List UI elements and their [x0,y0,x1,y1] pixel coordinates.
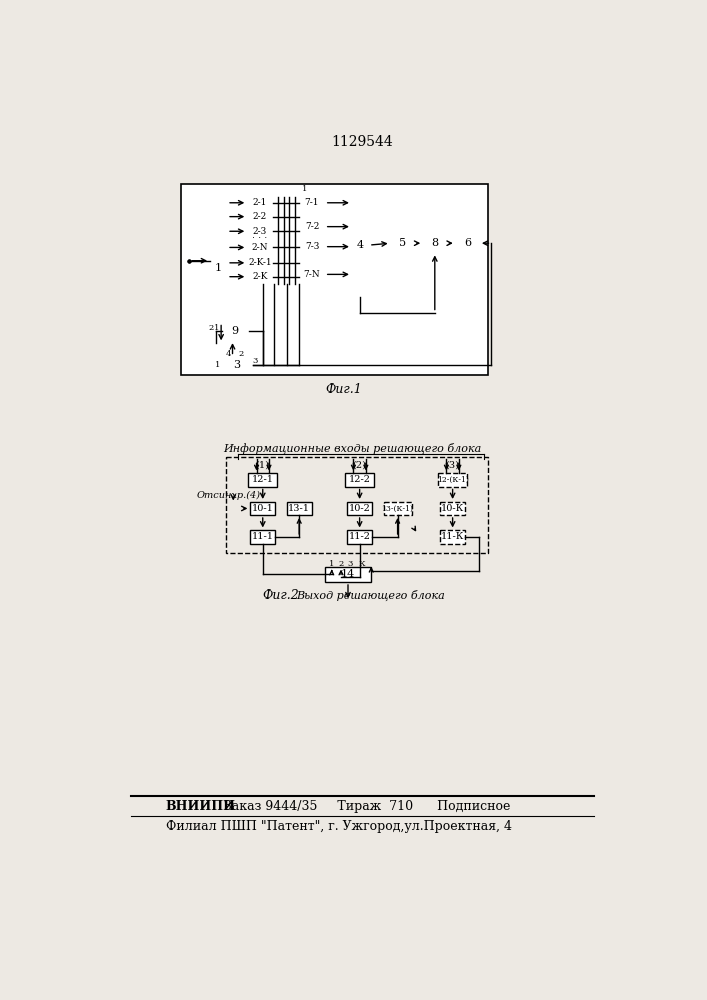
Text: Информационные входы решающего блока: Информационные входы решающего блока [223,442,481,454]
Text: 12-(К-1): 12-(К-1) [437,476,469,484]
Text: 11-2: 11-2 [349,532,370,541]
Text: 11-К: 11-К [441,532,464,541]
Bar [210,193,227,343]
Bar [391,234,414,252]
Text: (1): (1) [256,460,270,469]
Bar [250,502,275,515]
Text: 14: 14 [341,569,355,579]
Text: Фиг.2: Фиг.2 [262,589,299,602]
Bar [299,241,325,252]
Text: 6: 6 [464,238,471,248]
Text: 2-N: 2-N [252,243,268,252]
Bar [438,473,467,487]
Text: 1: 1 [214,324,219,332]
Text: 2-1: 2-1 [253,198,267,207]
Bar [247,211,273,222]
Text: 8: 8 [431,238,438,248]
Bar [247,242,273,253]
Bar [440,530,465,544]
Text: (2): (2) [353,460,367,469]
Bar [352,193,369,297]
Text: 2: 2 [238,350,243,358]
Text: 12-2: 12-2 [349,475,370,484]
Bar [247,257,273,269]
Bar [347,502,372,515]
Bar [325,567,371,582]
Text: 3: 3 [348,560,353,568]
Text: Фиг.1: Фиг.1 [326,383,363,396]
Text: 1: 1 [215,361,221,369]
Text: Заказ 9444/35     Тираж  710      Подписное: Заказ 9444/35 Тираж 710 Подписное [224,800,510,813]
Bar [384,502,411,515]
Text: 10-1: 10-1 [252,504,274,513]
Text: 7-N: 7-N [303,270,320,279]
Text: 10-К: 10-К [441,504,464,513]
Text: 11-1: 11-1 [252,532,274,541]
Bar [299,269,325,280]
Text: 1: 1 [215,263,222,273]
Text: (3): (3) [445,460,460,469]
Bar [247,225,273,237]
Bar [440,502,465,515]
Bar [226,457,488,553]
Text: 4: 4 [226,350,231,358]
Text: 12-1: 12-1 [252,475,274,484]
Bar [222,356,252,373]
Text: ВНИИПИ: ВНИИПИ [166,800,236,813]
Text: 7-1: 7-1 [305,198,320,207]
Text: 10-2: 10-2 [349,504,370,513]
Text: 1: 1 [329,560,334,568]
Text: 13-1: 13-1 [288,504,310,513]
Text: 2-2: 2-2 [253,212,267,221]
Text: Выход решающего блока: Выход решающего блока [296,590,445,601]
Text: 2-3: 2-3 [253,227,267,236]
Bar [247,271,273,282]
Text: К: К [358,560,366,568]
Bar [287,502,312,515]
Bar [248,473,277,487]
Text: 5: 5 [399,238,406,248]
Text: 13-(К-1): 13-(К-1) [382,504,414,512]
Bar [247,197,273,209]
Bar [250,530,275,544]
Text: Филиал ПШП "Патент", г. Ужгород,ул.Проектная, 4: Филиал ПШП "Патент", г. Ужгород,ул.Проек… [166,820,512,833]
Text: 9: 9 [232,326,239,336]
Text: 3: 3 [233,360,241,370]
Text: 2: 2 [208,324,214,332]
Text: 1129544: 1129544 [331,135,393,149]
Text: 2: 2 [339,560,344,568]
Text: 1: 1 [301,185,307,193]
Text: . . .: . . . [252,230,268,240]
Bar [347,530,372,544]
Bar [299,197,325,209]
Text: 2-K-1: 2-K-1 [248,258,272,267]
Bar [456,234,479,252]
Bar [345,473,374,487]
Text: 2-K: 2-K [252,272,268,281]
Text: 4: 4 [357,240,364,250]
Text: 7-2: 7-2 [305,222,319,231]
Bar [423,234,446,252]
Bar [182,184,488,375]
Text: 3: 3 [252,357,257,365]
Text: Отсинхр.(4): Отсинхр.(4) [197,491,261,500]
Text: 7-3: 7-3 [305,242,319,251]
Bar [222,323,249,340]
Bar [299,221,325,232]
